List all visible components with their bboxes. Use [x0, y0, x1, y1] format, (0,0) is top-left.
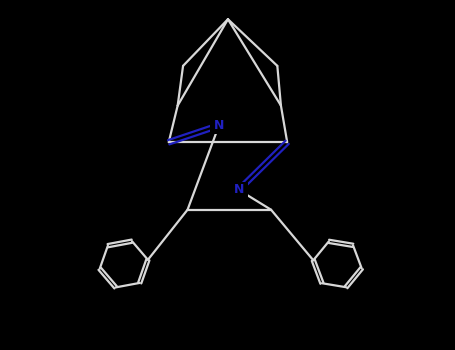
Bar	[210, 117, 228, 134]
Text: N: N	[214, 119, 224, 132]
Text: N: N	[233, 183, 244, 196]
Bar	[230, 182, 248, 198]
